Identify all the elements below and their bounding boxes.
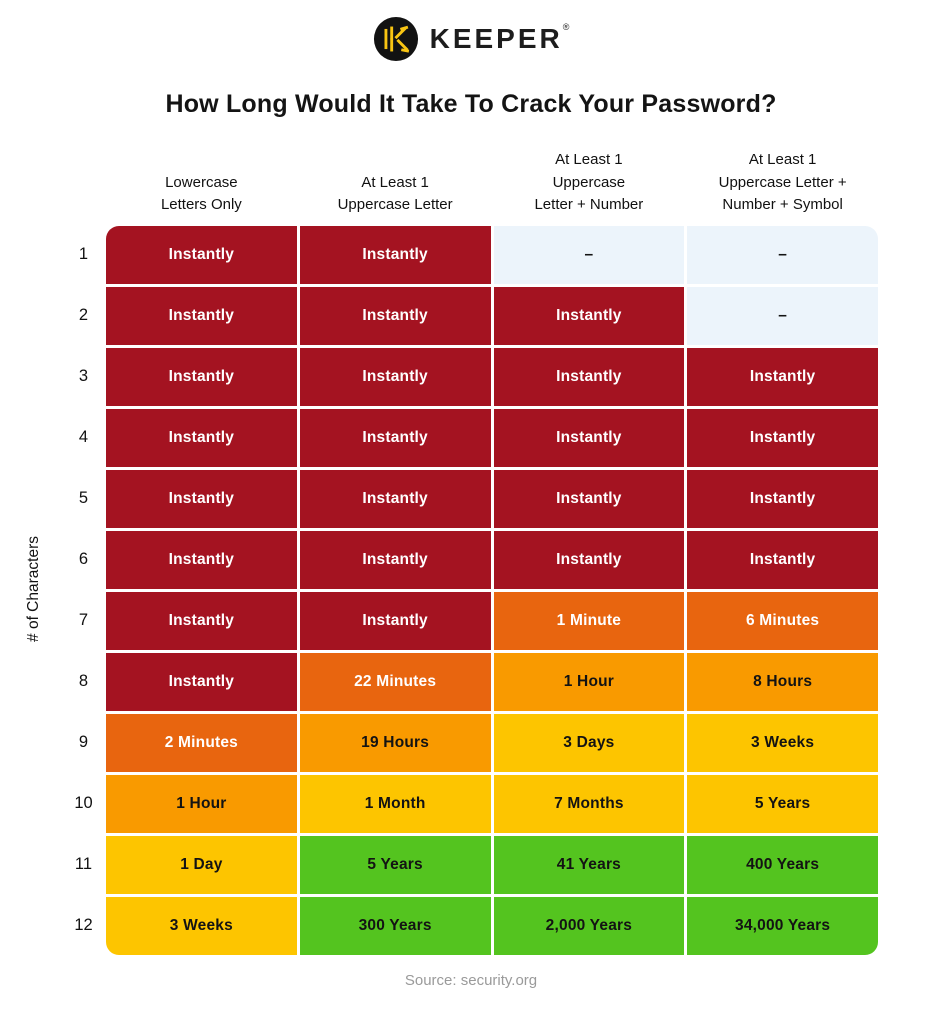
table-cell: Instantly	[493, 530, 685, 589]
row-number: 10	[64, 774, 103, 833]
row-number: 12	[64, 896, 103, 955]
column-headers: Lowercase Letters Only At Least 1 Uppercase…	[64, 149, 878, 219]
table-cell: Instantly	[687, 408, 878, 467]
table-cell: 5 Years	[687, 774, 878, 833]
column-header: At Least 1 Uppercase Letter	[337, 173, 453, 214]
table-cell: 300 Years	[299, 896, 491, 955]
table-cell: 34,000 Years	[687, 896, 878, 955]
row-number: 2	[64, 286, 103, 345]
table-cell: Instantly	[106, 652, 297, 711]
table-cell: 1 Minute	[493, 591, 685, 650]
table-cell: 8 Hours	[687, 652, 878, 711]
row-number: 4	[64, 408, 103, 467]
table-cell: 3 Weeks	[687, 713, 878, 772]
table-cell: Instantly	[299, 408, 491, 467]
table-cell: Instantly	[299, 591, 491, 650]
table-cell: Instantly	[687, 469, 878, 528]
table-cell: Instantly	[106, 408, 297, 467]
table-cell: –	[493, 225, 685, 284]
registered-mark: ®	[562, 22, 570, 32]
source-credit: Source: security.org	[404, 971, 538, 989]
table-cell: 3 Weeks	[106, 896, 297, 955]
table-cell: –	[687, 286, 878, 345]
page-title: How Long Would It Take To Crack Your Pas…	[165, 90, 777, 118]
table-cell: Instantly	[493, 469, 685, 528]
table-cell: 1 Month	[299, 774, 491, 833]
table-cell: Instantly	[299, 469, 491, 528]
brand-wordmark: KEEPER®	[429, 22, 570, 54]
table-cell: 41 Years	[493, 835, 685, 894]
table-cell: Instantly	[493, 408, 685, 467]
password-table: 1 Instantly Instantly – –2 Instantly Instantly…	[64, 225, 878, 955]
column-header: At Least 1 Uppercase Letter + Number + Sym…	[718, 151, 847, 213]
row-number: 5	[64, 469, 103, 528]
table-cell: Instantly	[106, 530, 297, 589]
table-cell: 2 Minutes	[106, 713, 297, 772]
table-cell: Instantly	[106, 469, 297, 528]
row-number: 11	[64, 835, 103, 894]
column-header: At Least 1 Uppercase Letter + Number	[534, 151, 644, 213]
table-cell: –	[687, 225, 878, 284]
table-cell: Instantly	[106, 225, 297, 284]
row-number: 9	[64, 713, 103, 772]
table-cell: 2,000 Years	[493, 896, 685, 955]
table-cell: Instantly	[106, 286, 297, 345]
row-number: 1	[64, 225, 103, 284]
row-number: 7	[64, 591, 103, 650]
table-cell: Instantly	[493, 286, 685, 345]
table-cell: 5 Years	[299, 835, 491, 894]
table-cell: Instantly	[687, 347, 878, 406]
password-crack-table: Lowercase Letters Only At Least 1 Uppercase…	[25, 149, 878, 955]
keeper-logo-icon	[373, 16, 418, 62]
table-cell: Instantly	[687, 530, 878, 589]
table-cell: Instantly	[299, 530, 491, 589]
column-header: Lowercase Letters Only	[160, 173, 242, 214]
table-cell: Instantly	[299, 225, 491, 284]
table-cell: 1 Hour	[106, 774, 297, 833]
table-cell: 400 Years	[687, 835, 878, 894]
table-body-wrap: # of Characters 1 Instantly Instantly – –2 In…	[25, 225, 878, 955]
row-number: 3	[64, 347, 103, 406]
keeper-logo: KEEPER®	[0, 0, 942, 63]
y-axis-label: # of Characters	[25, 536, 42, 642]
table-cell: 7 Months	[493, 774, 685, 833]
table-cell: 6 Minutes	[687, 591, 878, 650]
row-number: 8	[64, 652, 103, 711]
table-cell: Instantly	[493, 347, 685, 406]
table-cell: Instantly	[299, 286, 491, 345]
table-cell: 19 Hours	[299, 713, 491, 772]
table-cell: Instantly	[299, 347, 491, 406]
table-cell: 1 Hour	[493, 652, 685, 711]
row-number: 6	[64, 530, 103, 589]
table-cell: 1 Day	[106, 835, 297, 894]
table-cell: 22 Minutes	[299, 652, 491, 711]
table-cell: 3 Days	[493, 713, 685, 772]
table-cell: Instantly	[106, 591, 297, 650]
table-cell: Instantly	[106, 347, 297, 406]
